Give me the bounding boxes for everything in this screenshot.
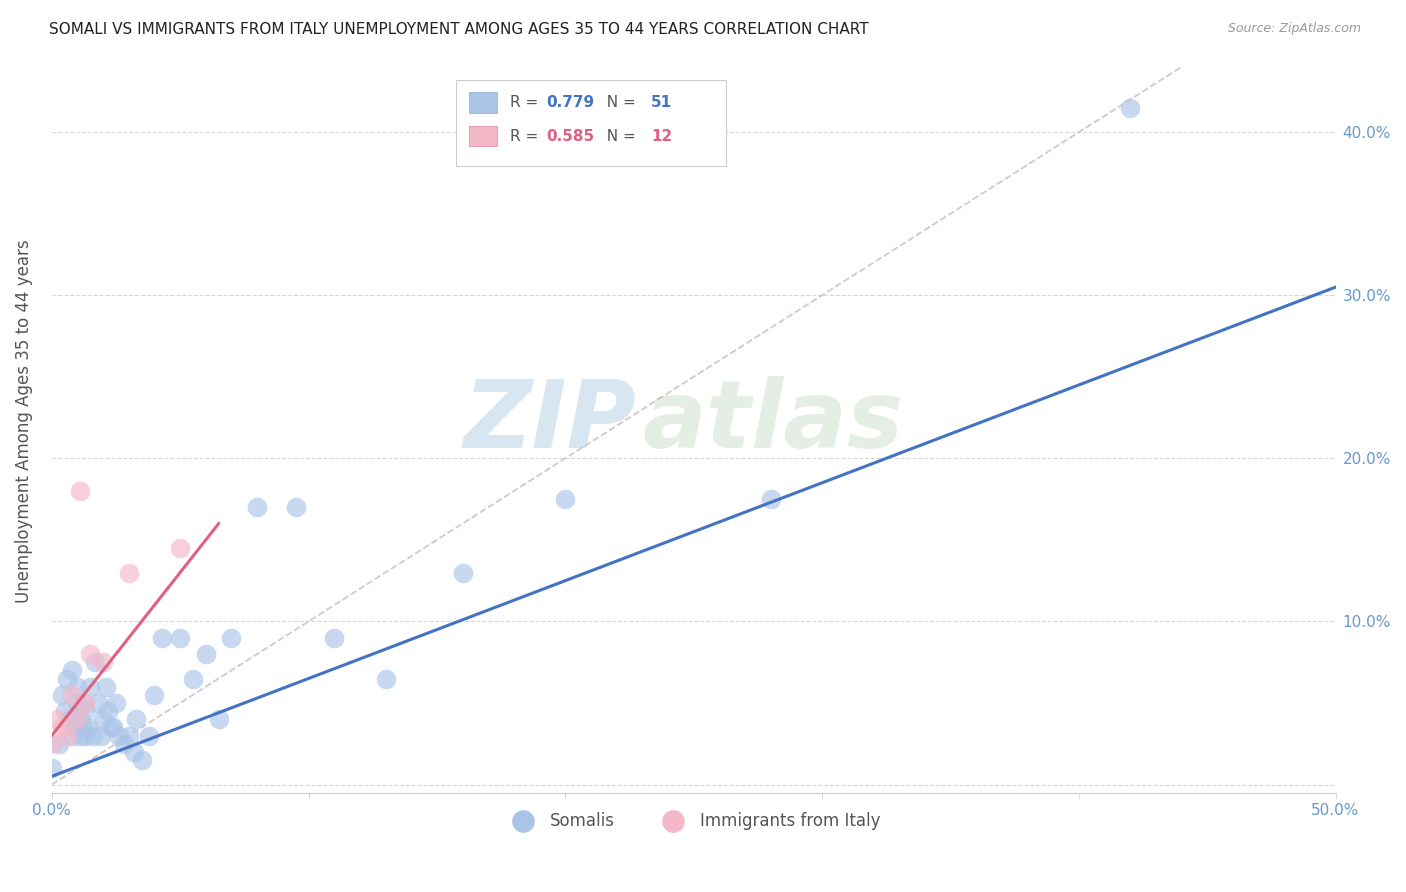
Point [451, 566, 474, 580]
Point [59, 712, 82, 726]
Point [56, 672, 79, 686]
Point [45, 712, 67, 726]
Point [374, 672, 396, 686]
Point [53, 704, 76, 718]
Point [221, 631, 243, 645]
Point [72, 696, 94, 710]
Point [208, 712, 231, 726]
Point [122, 745, 145, 759]
Point [138, 729, 160, 743]
Text: 0.585: 0.585 [546, 128, 595, 144]
Point [63, 721, 86, 735]
Point [169, 541, 191, 555]
Bar [470, 92, 498, 113]
Point [79, 680, 101, 694]
Point [118, 729, 141, 743]
Point [90, 729, 112, 743]
Point [41, 761, 63, 775]
Point [1119, 101, 1142, 115]
Point [76, 721, 98, 735]
Point [131, 753, 153, 767]
Point [69, 483, 91, 498]
Point [118, 566, 141, 580]
Point [75, 704, 97, 718]
Point [94, 680, 117, 694]
Point [66, 712, 89, 726]
Text: N =: N = [598, 95, 641, 110]
Point [41, 737, 63, 751]
Point [112, 737, 135, 751]
Point [323, 631, 346, 645]
Point [181, 672, 204, 686]
Point [79, 647, 101, 661]
Legend: Somalis, Immigrants from Italy: Somalis, Immigrants from Italy [501, 805, 887, 837]
Text: R =: R = [510, 95, 543, 110]
Point [69, 729, 91, 743]
Point [72, 721, 94, 735]
Point [107, 729, 129, 743]
Text: SOMALI VS IMMIGRANTS FROM ITALY UNEMPLOYMENT AMONG AGES 35 TO 44 YEARS CORRELATI: SOMALI VS IMMIGRANTS FROM ITALY UNEMPLOY… [49, 22, 869, 37]
Text: 12: 12 [651, 128, 672, 144]
Bar [470, 126, 498, 146]
FancyBboxPatch shape [456, 80, 725, 166]
Text: Source: ZipAtlas.com: Source: ZipAtlas.com [1227, 22, 1361, 36]
Point [75, 696, 97, 710]
Point [87, 696, 110, 710]
Text: 0.779: 0.779 [546, 95, 595, 110]
Point [60, 729, 83, 743]
Point [48, 737, 70, 751]
Point [75, 729, 97, 743]
Text: ZIP: ZIP [463, 376, 636, 467]
Point [246, 500, 269, 515]
Point [759, 492, 782, 507]
Text: R =: R = [510, 128, 543, 144]
Point [66, 680, 89, 694]
Point [143, 688, 166, 702]
Point [69, 712, 91, 726]
Point [84, 655, 107, 669]
Point [97, 704, 120, 718]
Point [103, 721, 125, 735]
Point [66, 696, 89, 710]
Point [56, 729, 79, 743]
Point [104, 696, 127, 710]
Point [150, 631, 173, 645]
Point [60, 688, 83, 702]
Point [91, 712, 114, 726]
Point [169, 631, 191, 645]
Point [100, 721, 122, 735]
Y-axis label: Unemployment Among Ages 35 to 44 years: Unemployment Among Ages 35 to 44 years [15, 240, 32, 604]
Point [51, 688, 73, 702]
Point [60, 664, 83, 678]
Point [82, 729, 104, 743]
Text: N =: N = [598, 128, 641, 144]
Text: 51: 51 [651, 95, 672, 110]
Point [554, 492, 576, 507]
Point [91, 655, 114, 669]
Point [125, 712, 148, 726]
Point [194, 647, 217, 661]
Text: atlas: atlas [643, 376, 904, 467]
Point [284, 500, 307, 515]
Point [51, 721, 73, 735]
